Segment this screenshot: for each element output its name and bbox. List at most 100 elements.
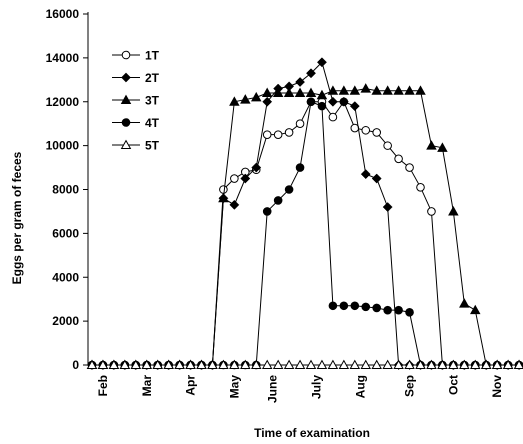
data-point-1T [383, 141, 392, 150]
legend-item-1T: 1T [112, 49, 160, 63]
data-point-5T [261, 359, 273, 370]
data-point-5T [305, 359, 317, 370]
data-point-5T [338, 359, 350, 370]
data-point-5T [251, 359, 262, 370]
data-point-3T [240, 94, 251, 104]
data-point-2T [316, 57, 327, 68]
data-point-3T [251, 91, 262, 102]
y-axis: 0 2000 4000 6000 8000 10000 12000 14000 16000 [46, 7, 89, 372]
data-point-2T [382, 202, 393, 213]
x-axis: Feb Mar Apr May June July Aug Sep Oct Nov [88, 364, 515, 403]
data-point-5T [393, 359, 404, 370]
data-point-3T [448, 206, 459, 216]
data-point-4T [284, 185, 294, 194]
data-point-4T [328, 301, 338, 311]
data-point-3T [459, 298, 470, 308]
data-point-4T [383, 305, 392, 315]
data-point-1T [230, 174, 239, 183]
data-point-5T [459, 359, 470, 370]
data-point-2T [338, 96, 349, 107]
data-point-1T [405, 163, 414, 172]
data-point-5T [316, 359, 328, 370]
data-point-3T [415, 85, 426, 95]
data-point-5T [229, 359, 240, 370]
data-point-4T [372, 303, 382, 313]
legend-item-3T: 3T [112, 94, 160, 108]
y-axis-title: Eggs per gram of feces [10, 151, 24, 284]
y-tick-label: 8000 [52, 183, 79, 197]
legend-item-5T: 5T [112, 139, 160, 153]
data-point-2T [251, 162, 262, 173]
data-point-1T [295, 119, 305, 128]
legend: 1T 2T 3T 4T 5T [112, 49, 160, 153]
x-tick-label: May [227, 375, 241, 399]
data-point-5T [240, 359, 251, 370]
data-point-4T [306, 97, 316, 107]
data-point-5T [502, 359, 514, 370]
y-tick-label: 12000 [46, 95, 80, 109]
data-point-2T [360, 169, 371, 180]
y-tick-label: 0 [72, 358, 79, 372]
data-point-5T [371, 359, 382, 370]
x-tick-label: Feb [96, 375, 110, 396]
data-point-3T [382, 85, 393, 95]
data-point-4T [361, 302, 371, 312]
data-point-5T [513, 359, 523, 370]
data-point-3T [360, 83, 371, 93]
data-point-5T [218, 359, 229, 370]
data-point-5T [470, 359, 481, 370]
data-point-3T [229, 96, 240, 106]
data-point-3T [283, 87, 295, 97]
data-point-1T [284, 128, 294, 137]
data-point-4T [405, 308, 414, 317]
data-point-1T [328, 112, 338, 122]
legend-marker [121, 118, 131, 127]
data-point-1T [219, 185, 228, 194]
x-tick-label: Mar [140, 375, 154, 397]
data-point-5T [272, 359, 284, 370]
data-point-3T [294, 87, 306, 97]
x-axis-title: Time of examination [254, 426, 370, 440]
data-point-5T [86, 359, 98, 370]
data-point-1T [273, 130, 283, 139]
legend-marker [120, 94, 132, 105]
data-point-4T [273, 196, 283, 205]
y-tick-label: 14000 [46, 51, 80, 65]
x-tick-label: Apr [184, 375, 198, 396]
data-point-5T [196, 359, 207, 370]
data-point-5T [130, 359, 142, 370]
data-point-5T [185, 359, 196, 370]
data-point-4T [262, 207, 272, 216]
data-point-2T [262, 96, 273, 107]
data-point-2T [371, 173, 382, 184]
data-point-3T [338, 85, 350, 95]
series-line-3T [92, 88, 520, 366]
data-point-5T [349, 359, 361, 370]
data-point-3T [349, 85, 361, 95]
data-point-5T [152, 359, 163, 370]
data-point-1T [361, 125, 371, 135]
x-tick-label: Aug [353, 375, 367, 398]
data-point-5T [207, 359, 218, 370]
data-point-1T [427, 207, 436, 216]
x-tick-label: Nov [490, 375, 504, 398]
data-point-5T [404, 359, 415, 370]
data-point-1T [416, 183, 425, 192]
legend-label: 1T [145, 49, 160, 63]
legend-label: 3T [145, 94, 160, 108]
legend-marker [120, 139, 132, 150]
data-point-1T [394, 154, 403, 164]
data-point-5T [360, 359, 371, 370]
x-tick-label: Oct [446, 375, 460, 395]
data-point-5T [480, 359, 492, 370]
x-tick-label: July [309, 375, 323, 399]
y-tick-label: 2000 [52, 314, 79, 328]
data-point-5T [163, 359, 174, 370]
data-point-4T [394, 305, 403, 315]
data-point-5T [119, 359, 131, 370]
data-point-2T [295, 77, 306, 87]
y-tick-label: 4000 [52, 270, 79, 284]
legend-item-4T: 4T [112, 116, 160, 130]
data-point-2T [327, 96, 338, 107]
